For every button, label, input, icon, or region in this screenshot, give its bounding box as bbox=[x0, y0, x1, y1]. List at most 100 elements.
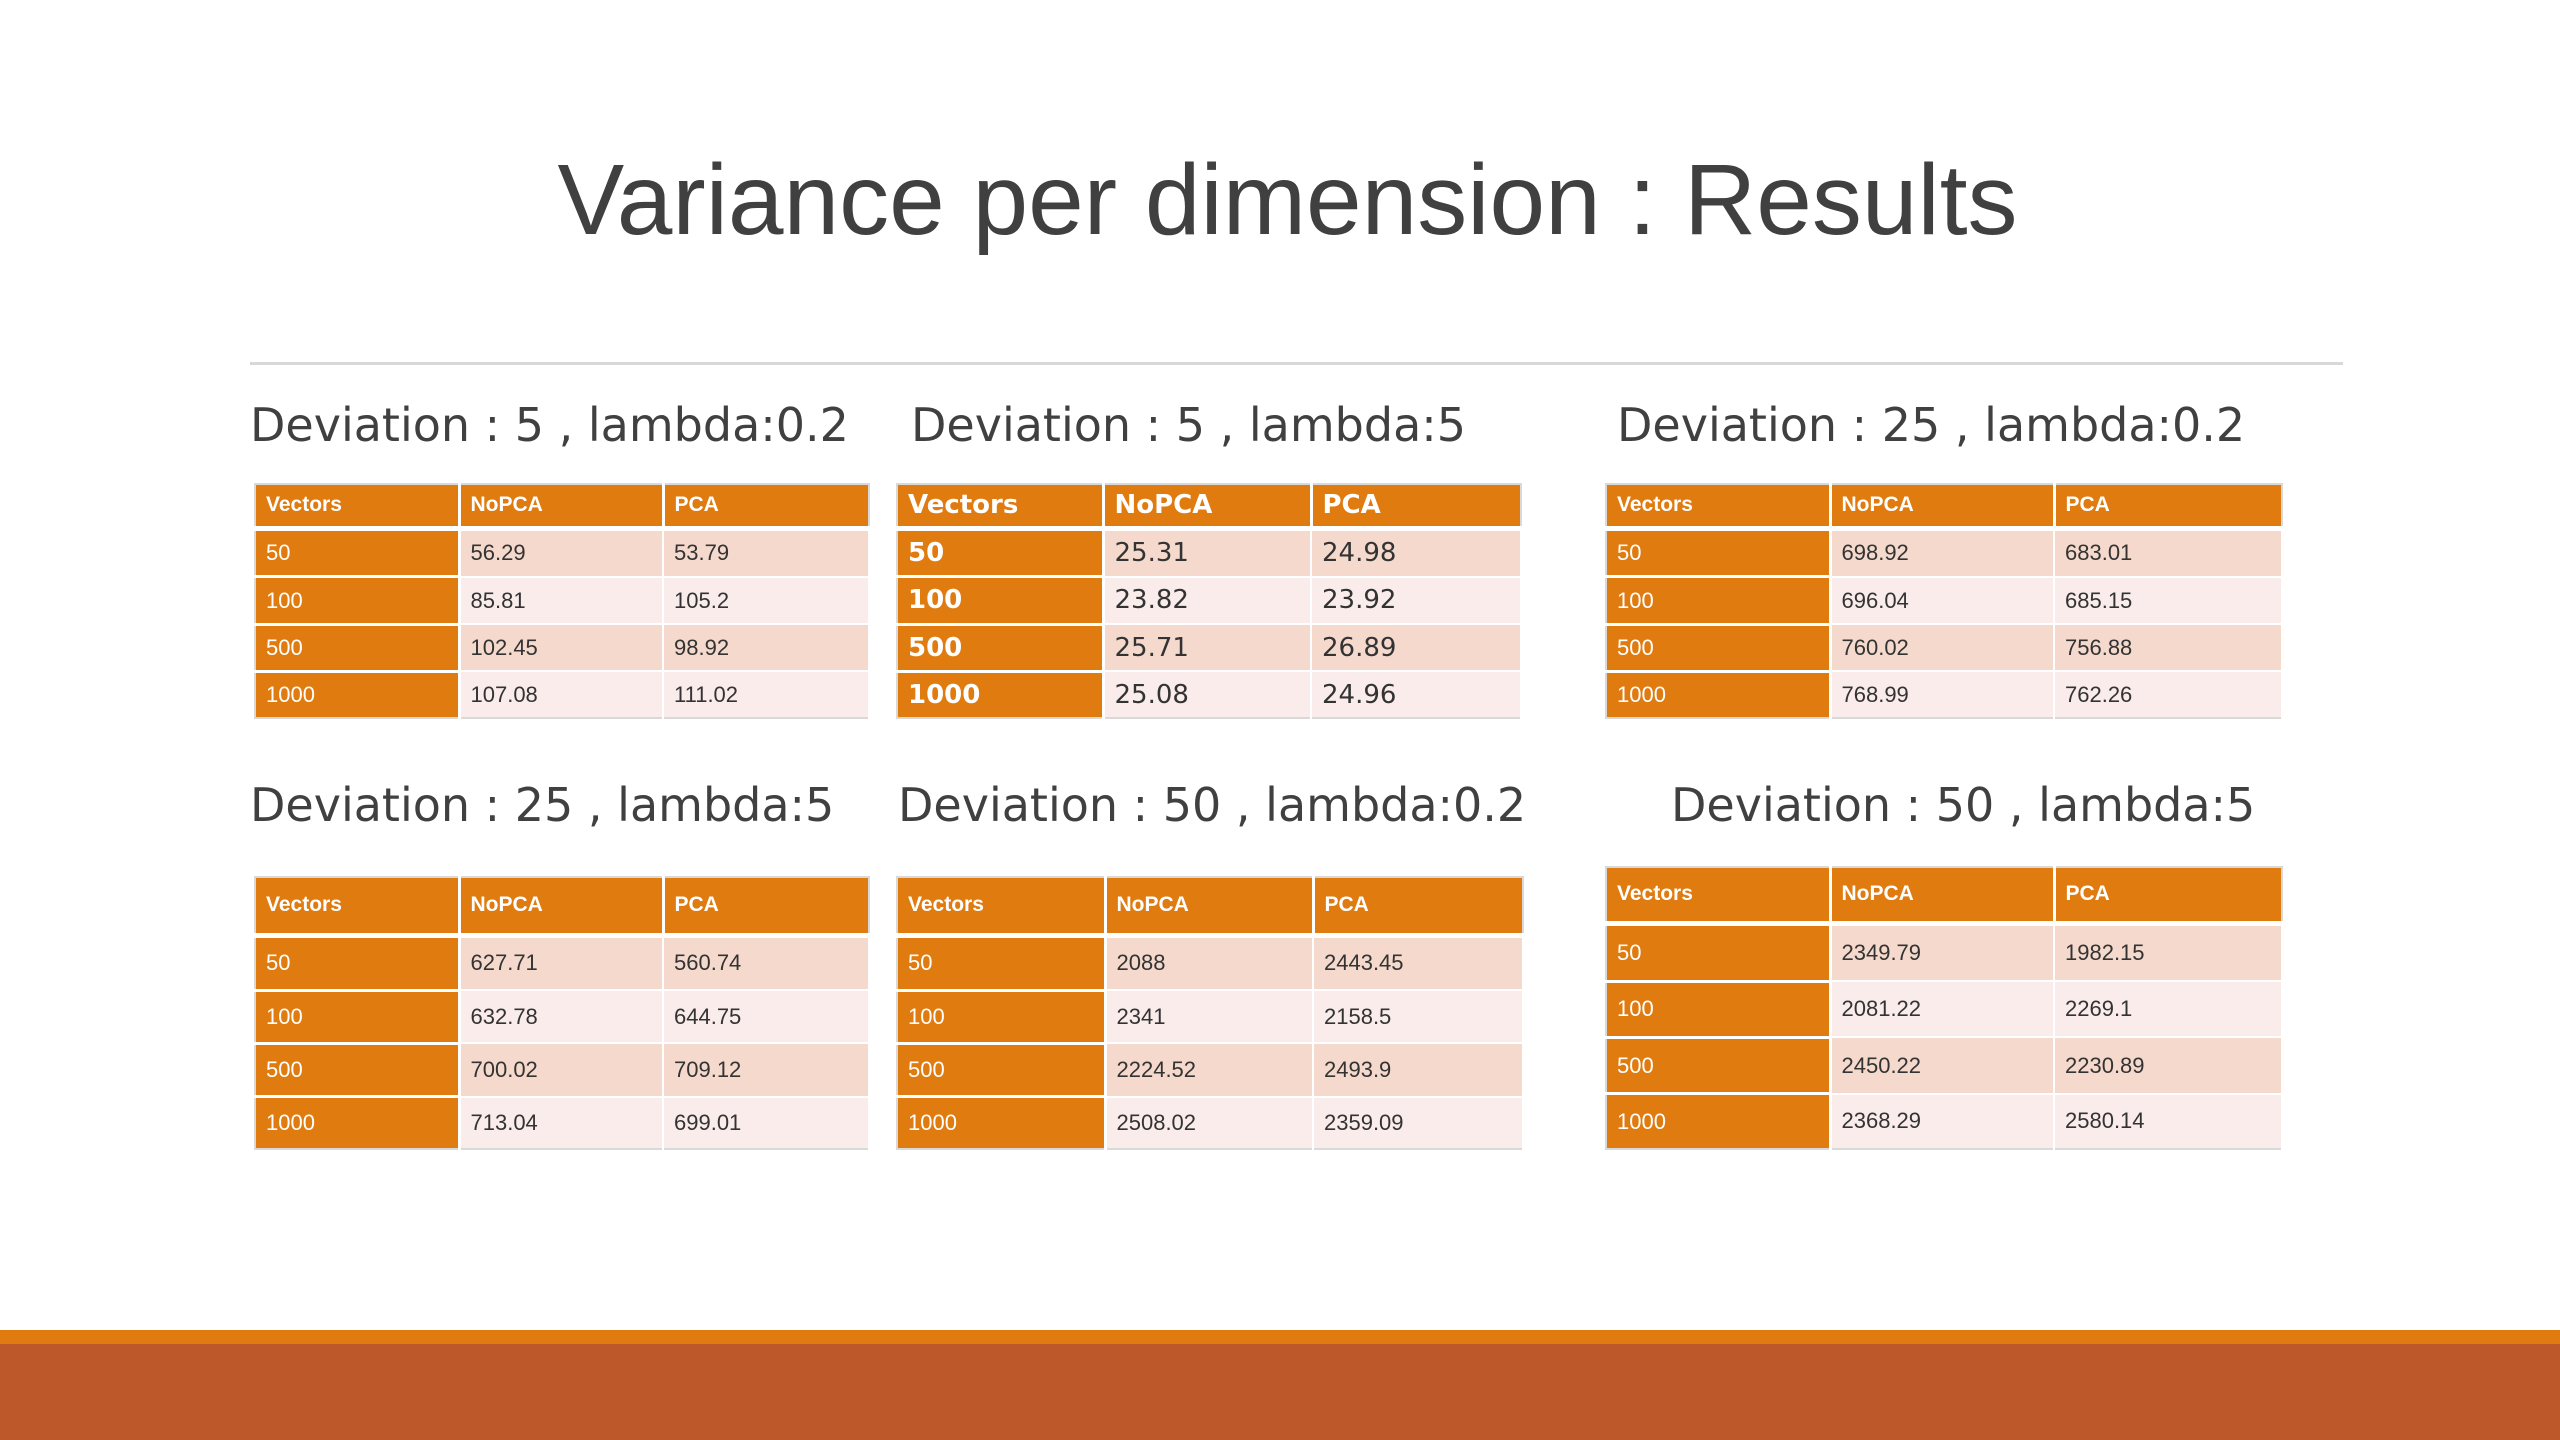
table-row: 1000 2508.02 2359.09 bbox=[897, 1096, 1524, 1149]
footer-band bbox=[0, 1344, 2560, 1440]
table-row: 1000 107.08 111.02 bbox=[255, 671, 870, 718]
column-header: Vectors bbox=[255, 877, 461, 938]
column-header: NoPCA bbox=[1105, 877, 1315, 938]
table-cell: 560.74 bbox=[663, 935, 870, 992]
table-cell: 762.26 bbox=[2054, 671, 2283, 718]
title-divider bbox=[250, 362, 2343, 365]
row-label: 50 bbox=[255, 935, 461, 992]
row-label: 500 bbox=[255, 1043, 461, 1099]
table-row: 500 700.02 709.12 bbox=[255, 1043, 870, 1099]
table-caption: Deviation : 5 , lambda:0.2 bbox=[250, 398, 849, 452]
column-header: PCA bbox=[663, 877, 869, 938]
row-label: 500 bbox=[255, 624, 461, 673]
row-label: 500 bbox=[1606, 1037, 1832, 1096]
table-cell: 760.02 bbox=[1830, 624, 2055, 673]
column-header: NoPCA bbox=[459, 877, 665, 938]
table-row: 100 696.04 685.15 bbox=[1606, 576, 2283, 626]
column-header: Vectors bbox=[255, 484, 461, 531]
table-cell: 2368.29 bbox=[1830, 1093, 2055, 1149]
table-cell: 53.79 bbox=[663, 528, 870, 578]
row-label: 500 bbox=[1606, 624, 1832, 673]
table-cell: 2580.14 bbox=[2054, 1093, 2283, 1149]
results-table: Vectors NoPCA PCA 50 698.92 683.01 100 696.… bbox=[1605, 483, 2283, 719]
table-cell: 56.29 bbox=[459, 528, 664, 578]
table-row: 100 2341 2158.5 bbox=[897, 990, 1524, 1045]
table-cell: 111.02 bbox=[663, 671, 870, 718]
table-caption: Deviation : 50 , lambda:5 bbox=[1671, 778, 2256, 832]
column-header: NoPCA bbox=[1830, 484, 2056, 531]
table-cell: 98.92 bbox=[663, 624, 870, 673]
row-label: 100 bbox=[1606, 981, 1832, 1039]
table-cell: 685.15 bbox=[2054, 576, 2283, 626]
column-header: PCA bbox=[2054, 484, 2282, 531]
table-row: 100 2081.22 2269.1 bbox=[1606, 981, 2283, 1039]
table-cell: 2158.5 bbox=[1313, 990, 1524, 1045]
row-label: 50 bbox=[255, 528, 461, 579]
table-caption: Deviation : 25 , lambda:5 bbox=[250, 778, 835, 832]
row-label: 50 bbox=[1606, 923, 1832, 983]
results-table: Vectors NoPCA PCA 50 56.29 53.79 100 85.81 1… bbox=[254, 483, 870, 719]
table-cell: 25.08 bbox=[1103, 671, 1312, 718]
table-cell: 2508.02 bbox=[1105, 1096, 1314, 1149]
table-cell: 23.92 bbox=[1311, 576, 1522, 626]
table-cell: 713.04 bbox=[459, 1096, 664, 1149]
table-row: 50 2349.79 1982.15 bbox=[1606, 923, 2283, 983]
results-table: Vectors NoPCA PCA 50 627.71 560.74 100 632.… bbox=[254, 876, 870, 1150]
table-row: 500 2224.52 2493.9 bbox=[897, 1043, 1524, 1099]
table-cell: 2088 bbox=[1105, 935, 1314, 992]
table-cell: 632.78 bbox=[459, 990, 664, 1045]
slide-title: Variance per dimension : Results bbox=[557, 144, 2018, 256]
column-header: PCA bbox=[2054, 867, 2282, 926]
table-cell: 644.75 bbox=[663, 990, 870, 1045]
row-label: 1000 bbox=[255, 671, 461, 718]
table-cell: 107.08 bbox=[459, 671, 664, 718]
row-label: 1000 bbox=[1606, 671, 1832, 718]
table-row: 100 23.82 23.92 bbox=[897, 576, 1522, 626]
column-header: Vectors bbox=[1606, 867, 1832, 926]
table-row: 1000 768.99 762.26 bbox=[1606, 671, 2283, 718]
table-row: 50 698.92 683.01 bbox=[1606, 528, 2283, 579]
table-row: 100 632.78 644.75 bbox=[255, 990, 870, 1045]
table-cell: 2269.1 bbox=[2054, 981, 2283, 1039]
row-label: 100 bbox=[897, 576, 1105, 626]
table-cell: 756.88 bbox=[2054, 624, 2283, 673]
table-row: 1000 713.04 699.01 bbox=[255, 1096, 870, 1149]
table-cell: 25.31 bbox=[1103, 528, 1312, 578]
row-label: 1000 bbox=[1606, 1093, 1832, 1149]
results-table: Vectors NoPCA PCA 50 2088 2443.45 100 2341 2… bbox=[896, 876, 1524, 1150]
table-cell: 23.82 bbox=[1103, 576, 1312, 626]
row-label: 50 bbox=[897, 935, 1107, 992]
table-row: 1000 25.08 24.96 bbox=[897, 671, 1522, 718]
table-row: 50 25.31 24.98 bbox=[897, 528, 1522, 579]
table-cell: 2341 bbox=[1105, 990, 1314, 1045]
column-header: NoPCA bbox=[1830, 867, 2056, 926]
table-cell: 102.45 bbox=[459, 624, 664, 673]
table-cell: 105.2 bbox=[663, 576, 870, 626]
row-label: 1000 bbox=[255, 1096, 461, 1149]
table-row: 1000 2368.29 2580.14 bbox=[1606, 1093, 2283, 1149]
table-cell: 2349.79 bbox=[1830, 923, 2055, 983]
table-cell: 2081.22 bbox=[1830, 981, 2055, 1039]
row-label: 500 bbox=[897, 624, 1105, 673]
table-cell: 2359.09 bbox=[1313, 1096, 1524, 1149]
table-cell: 2230.89 bbox=[2054, 1037, 2283, 1095]
row-label: 100 bbox=[255, 990, 461, 1045]
column-header: Vectors bbox=[897, 877, 1107, 938]
table-cell: 768.99 bbox=[1830, 671, 2055, 718]
table-cell: 25.71 bbox=[1103, 624, 1312, 673]
results-table: Vectors NoPCA PCA 50 25.31 24.98 100 23.82 2… bbox=[896, 483, 1522, 719]
row-label: 1000 bbox=[897, 671, 1105, 718]
row-label: 100 bbox=[1606, 576, 1832, 626]
column-header: PCA bbox=[1313, 877, 1523, 938]
table-caption: Deviation : 25 , lambda:0.2 bbox=[1617, 398, 2246, 452]
table-cell: 699.01 bbox=[663, 1096, 870, 1149]
table-cell: 24.98 bbox=[1311, 528, 1522, 578]
row-label: 100 bbox=[897, 990, 1107, 1045]
column-header: Vectors bbox=[1606, 484, 1832, 531]
column-header: PCA bbox=[1311, 484, 1521, 531]
table-row: 500 760.02 756.88 bbox=[1606, 624, 2283, 673]
row-label: 1000 bbox=[897, 1096, 1107, 1149]
table-cell: 85.81 bbox=[459, 576, 664, 626]
table-cell: 2224.52 bbox=[1105, 1043, 1314, 1098]
table-cell: 26.89 bbox=[1311, 624, 1522, 673]
